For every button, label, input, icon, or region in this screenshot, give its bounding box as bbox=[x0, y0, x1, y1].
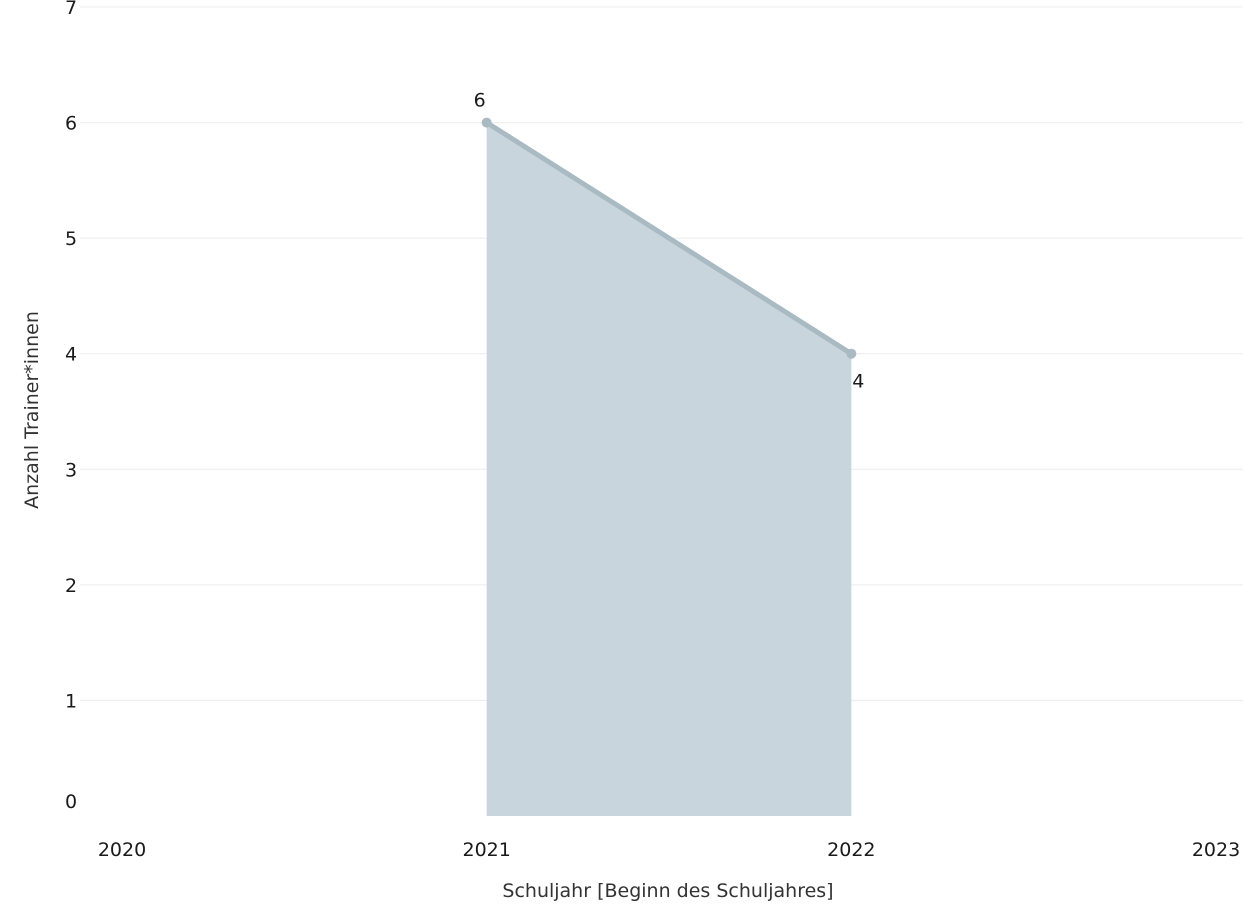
series-line bbox=[484, 120, 854, 357]
x-axis-title: Schuljahr [Beginn des Schuljahres] bbox=[502, 880, 833, 902]
x-tick-label: 2022 bbox=[827, 839, 875, 861]
y-tick-label: 4 bbox=[65, 344, 77, 366]
data-point[interactable] bbox=[846, 348, 857, 359]
y-tick-label: 6 bbox=[65, 113, 77, 135]
data-label: 4 bbox=[852, 371, 864, 393]
y-tick-label: 5 bbox=[65, 228, 77, 250]
x-tick-label: 2023 bbox=[1192, 839, 1240, 861]
y-axis-ticks: 0 1 2 3 4 5 6 7 bbox=[65, 0, 77, 813]
y-tick-label: 0 bbox=[65, 791, 77, 813]
x-tick-label: 2020 bbox=[98, 839, 146, 861]
y-tick-label: 3 bbox=[65, 459, 77, 481]
x-tick-label: 2021 bbox=[462, 839, 510, 861]
area-fill bbox=[486, 122, 852, 817]
data-labels: 64 bbox=[474, 90, 865, 393]
y-tick-label: 2 bbox=[65, 575, 77, 597]
data-point[interactable] bbox=[481, 117, 492, 128]
y-axis-title: Anzahl Trainer*innen bbox=[21, 311, 43, 509]
area-series bbox=[481, 117, 857, 817]
y-tick-label: 1 bbox=[65, 690, 77, 712]
data-label: 6 bbox=[474, 90, 486, 112]
y-tick-label: 7 bbox=[65, 0, 77, 19]
x-axis-ticks: 2020 2021 2022 2023 bbox=[98, 839, 1240, 861]
